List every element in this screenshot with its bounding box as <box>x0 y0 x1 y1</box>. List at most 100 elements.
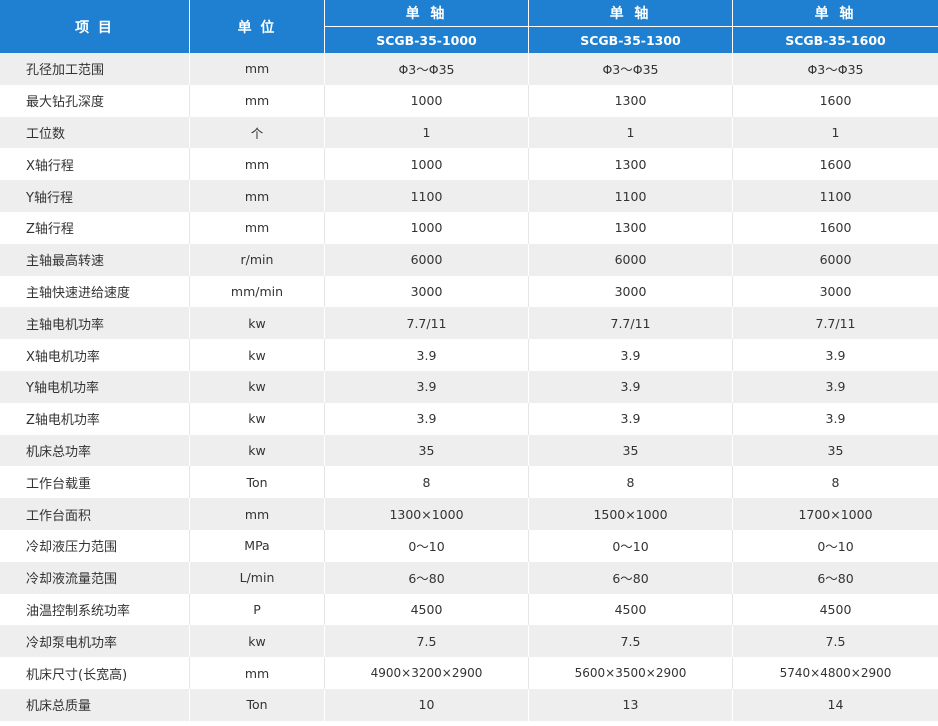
row-item-label: Y轴电机功率 <box>0 370 190 403</box>
row-value-model-3: 7.7/11 <box>733 307 938 340</box>
row-value-model-2: 7.5 <box>529 625 733 658</box>
row-item-label: 冷却泵电机功率 <box>0 625 190 658</box>
row-value-model-1: 1300×1000 <box>325 498 529 530</box>
row-unit: kw <box>190 370 325 403</box>
row-item-label: 主轴快速进给速度 <box>0 275 190 308</box>
row-item-label: 主轴最高转速 <box>0 243 190 276</box>
row-value-model-1: 3.9 <box>325 402 529 435</box>
row-value-model-1: 35 <box>325 434 529 467</box>
row-value-model-2: 1300 <box>529 211 733 244</box>
row-value-model-3: 14 <box>733 688 938 721</box>
row-value-model-3: 3000 <box>733 275 938 308</box>
row-value-model-3: 7.5 <box>733 625 938 658</box>
header-item: 项 目 <box>0 0 190 53</box>
row-value-model-3: 35 <box>733 434 938 467</box>
row-value-model-1: 6～80 <box>325 561 529 594</box>
row-value-model-3: 8 <box>733 466 938 499</box>
row-item-label: 孔径加工范围 <box>0 53 190 85</box>
row-unit: Ton <box>190 466 325 499</box>
row-unit: mm <box>190 498 325 530</box>
row-item-label: 最大钻孔深度 <box>0 84 190 117</box>
row-item-label: 机床总功率 <box>0 434 190 467</box>
row-value-model-2: 6000 <box>529 243 733 276</box>
header-group-2: 单 轴 <box>529 0 733 27</box>
row-value-model-3: 5740×4800×2900 <box>733 657 938 689</box>
row-unit: mm <box>190 180 325 212</box>
row-unit: kw <box>190 339 325 371</box>
row-value-model-2: Φ3～Φ35 <box>529 53 733 85</box>
row-value-model-1: 3000 <box>325 275 529 308</box>
row-unit: mm <box>190 211 325 244</box>
row-item-label: 工作台面积 <box>0 498 190 530</box>
row-value-model-2: 0～10 <box>529 529 733 562</box>
row-value-model-3: 3.9 <box>733 402 938 435</box>
row-unit: kw <box>190 434 325 467</box>
table-row: Y轴电机功率 kw 3.9 3.9 3.9 <box>0 370 938 403</box>
row-unit: MPa <box>190 529 325 562</box>
row-unit: mm <box>190 657 325 689</box>
table-row: 机床尺寸(长宽高) mm 4900×3200×2900 5600×3500×2900 5… <box>0 657 938 689</box>
table-row: Y轴行程 mm 1100 1100 1100 <box>0 180 938 212</box>
table-row: 工作台载重 Ton 8 8 8 <box>0 466 938 499</box>
row-value-model-3: 1600 <box>733 148 938 181</box>
row-value-model-3: Φ3～Φ35 <box>733 53 938 85</box>
row-value-model-1: 1100 <box>325 180 529 212</box>
header-group-3: 单 轴 <box>733 0 938 27</box>
row-value-model-1: 10 <box>325 688 529 721</box>
row-value-model-1: 1000 <box>325 84 529 117</box>
row-value-model-2: 1500×1000 <box>529 498 733 530</box>
row-value-model-2: 13 <box>529 688 733 721</box>
row-value-model-2: 5600×3500×2900 <box>529 657 733 689</box>
row-value-model-2: 7.7/11 <box>529 307 733 340</box>
row-value-model-2: 1 <box>529 116 733 149</box>
row-value-model-1: 6000 <box>325 243 529 276</box>
row-value-model-2: 1300 <box>529 84 733 117</box>
row-value-model-3: 1 <box>733 116 938 149</box>
table-row: 冷却液压力范围 MPa 0～10 0～10 0～10 <box>0 529 938 562</box>
table-header: 项 目 单 位 单 轴 单 轴 单 轴 SCGB-35-1000 SCGB-35… <box>0 0 938 53</box>
row-value-model-1: 8 <box>325 466 529 499</box>
header-model-2: SCGB-35-1300 <box>529 27 733 53</box>
row-item-label: 机床总质量 <box>0 688 190 721</box>
row-value-model-1: 3.9 <box>325 339 529 371</box>
row-item-label: 工位数 <box>0 116 190 149</box>
header-model-3: SCGB-35-1600 <box>733 27 938 53</box>
table-row: 主轴电机功率 kw 7.7/11 7.7/11 7.7/11 <box>0 307 938 340</box>
row-value-model-2: 1300 <box>529 148 733 181</box>
row-item-label: 主轴电机功率 <box>0 307 190 340</box>
table-row: Z轴电机功率 kw 3.9 3.9 3.9 <box>0 402 938 435</box>
row-item-label: 工作台载重 <box>0 466 190 499</box>
row-value-model-2: 3.9 <box>529 402 733 435</box>
table-body: 孔径加工范围 mm Φ3～Φ35 Φ3～Φ35 Φ3～Φ35 最大钻孔深度 mm 1000 13… <box>0 53 938 721</box>
row-item-label: Z轴电机功率 <box>0 402 190 435</box>
row-value-model-2: 8 <box>529 466 733 499</box>
row-value-model-3: 6～80 <box>733 561 938 594</box>
table-row: 冷却液流量范围 L/min 6～80 6～80 6～80 <box>0 561 938 594</box>
row-unit: Ton <box>190 688 325 721</box>
table-row: 工位数个 1 1 1 <box>0 116 938 149</box>
row-value-model-1: 1000 <box>325 148 529 181</box>
row-item-label: X轴行程 <box>0 148 190 181</box>
row-item-label: 冷却液压力范围 <box>0 529 190 562</box>
table-row: X轴电机功率 kw 3.9 3.9 3.9 <box>0 339 938 371</box>
row-value-model-2: 3.9 <box>529 339 733 371</box>
row-value-model-3: 1600 <box>733 211 938 244</box>
header-unit: 单 位 <box>190 0 325 53</box>
row-value-model-1: 7.5 <box>325 625 529 658</box>
table-row: 油温控制系统功率 P 4500 4500 4500 <box>0 593 938 626</box>
table-row: 机床总功率 kw 35 35 35 <box>0 434 938 467</box>
row-value-model-3: 4500 <box>733 593 938 626</box>
row-value-model-1: 7.7/11 <box>325 307 529 340</box>
table-row: X轴行程 mm 1000 1300 1600 <box>0 148 938 181</box>
table-row: 机床总质量 Ton 10 13 14 <box>0 688 938 721</box>
row-value-model-3: 1700×1000 <box>733 498 938 530</box>
row-value-model-3: 6000 <box>733 243 938 276</box>
row-item-label: 机床尺寸(长宽高) <box>0 657 190 689</box>
row-unit: kw <box>190 402 325 435</box>
row-unit: mm <box>190 84 325 117</box>
row-value-model-3: 1100 <box>733 180 938 212</box>
row-value-model-3: 0～10 <box>733 529 938 562</box>
row-value-model-3: 3.9 <box>733 339 938 371</box>
header-model-1: SCGB-35-1000 <box>325 27 529 53</box>
